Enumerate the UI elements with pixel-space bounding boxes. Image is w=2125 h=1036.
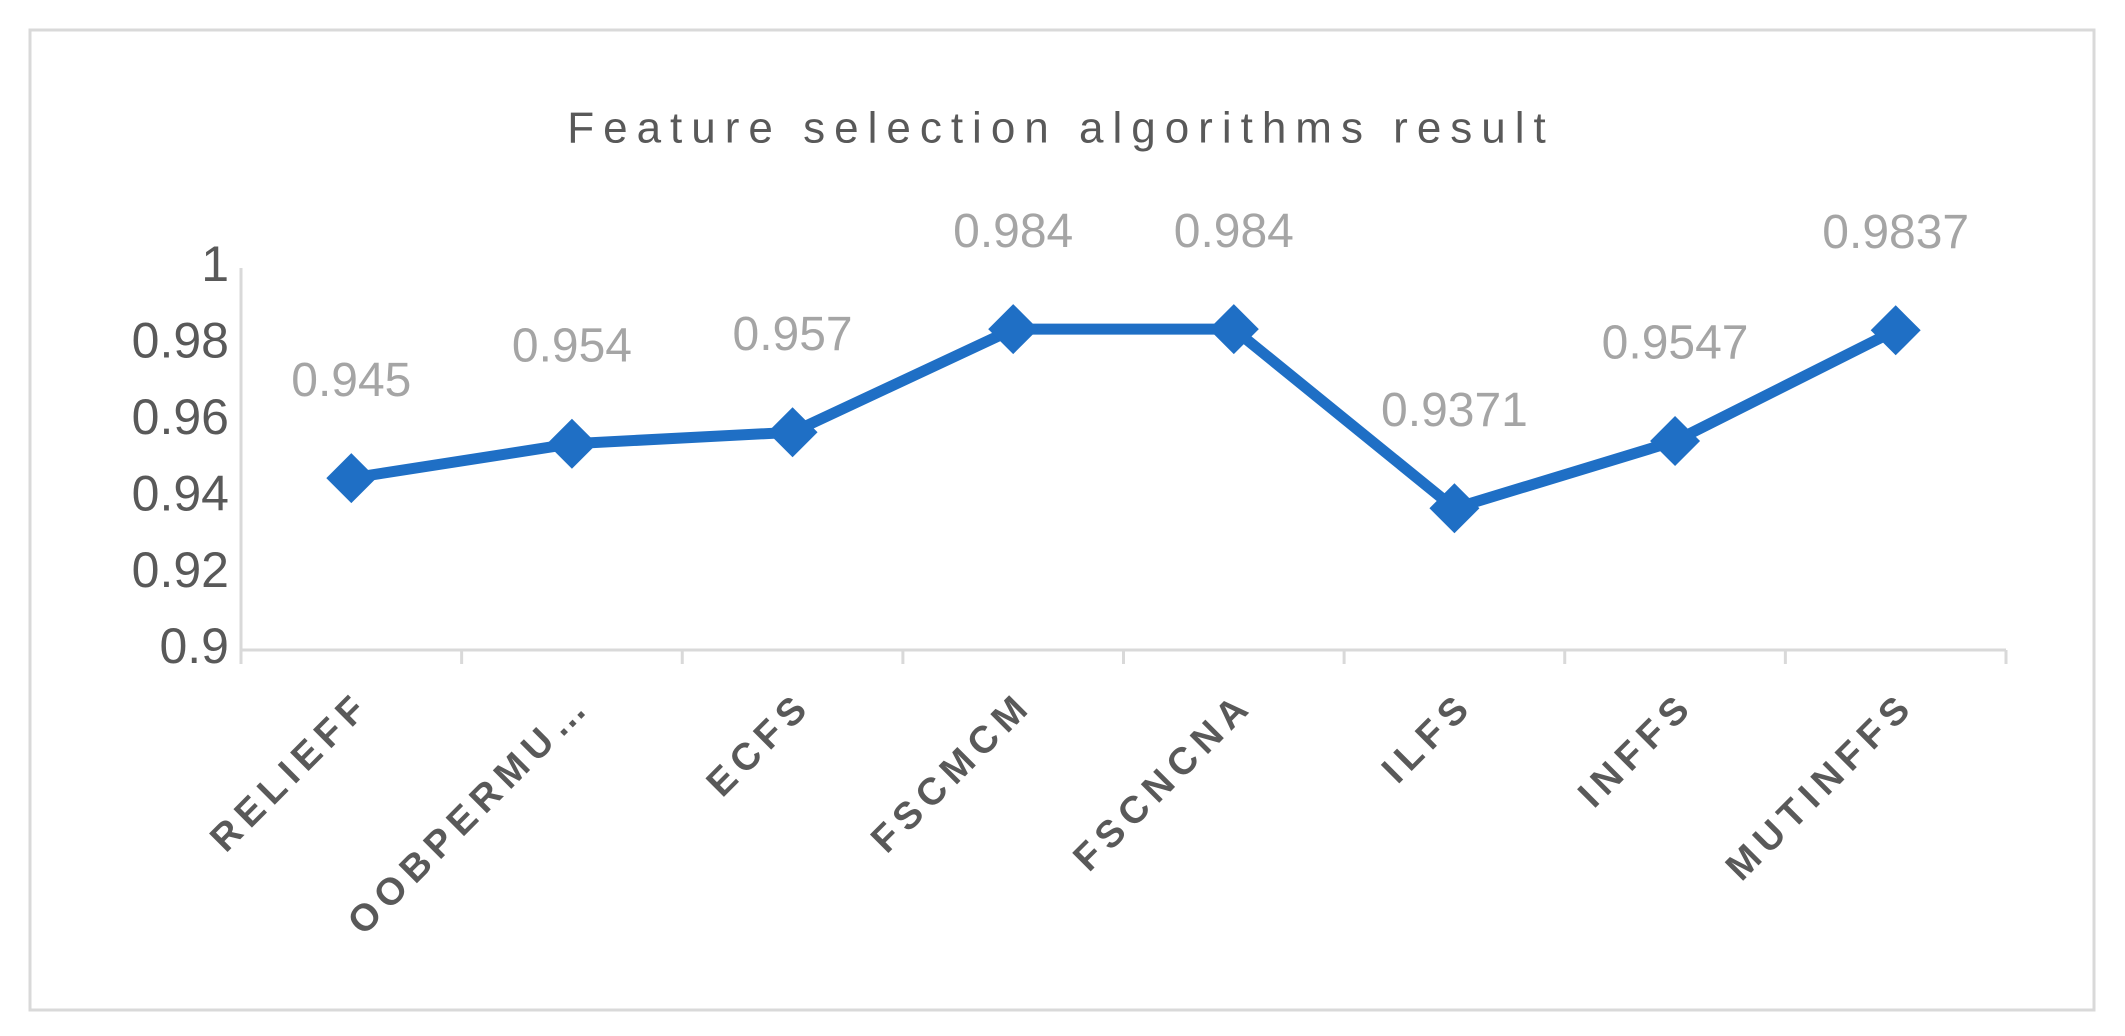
marker bbox=[767, 407, 818, 458]
chart-border bbox=[28, 28, 2096, 1012]
y-tick-label: 0.92 bbox=[132, 542, 229, 598]
marker bbox=[1429, 483, 1480, 534]
y-tick-label: 1 bbox=[201, 236, 229, 292]
data-label: 0.954 bbox=[512, 319, 632, 372]
data-label: 0.984 bbox=[953, 205, 1073, 258]
marker bbox=[546, 418, 597, 469]
data-label: 0.957 bbox=[733, 308, 853, 361]
marker bbox=[326, 453, 377, 504]
data-label: 0.9371 bbox=[1381, 384, 1528, 437]
y-tick-label: 0.98 bbox=[132, 313, 229, 369]
data-label: 0.9837 bbox=[1822, 206, 1969, 259]
marker bbox=[1870, 305, 1921, 356]
data-label: 0.9547 bbox=[1602, 317, 1749, 370]
y-tick-label: 0.96 bbox=[132, 389, 229, 445]
marker bbox=[1650, 416, 1701, 467]
marker bbox=[1208, 304, 1259, 355]
y-tick-label: 0.9 bbox=[159, 618, 229, 674]
y-tick-label: 0.94 bbox=[132, 465, 229, 521]
data-label: 0.984 bbox=[1174, 205, 1294, 258]
chart-title: Feature selection algorithms result bbox=[567, 104, 1555, 153]
data-label: 0.945 bbox=[291, 354, 411, 407]
line bbox=[350, 323, 1899, 514]
marker bbox=[988, 304, 1039, 355]
